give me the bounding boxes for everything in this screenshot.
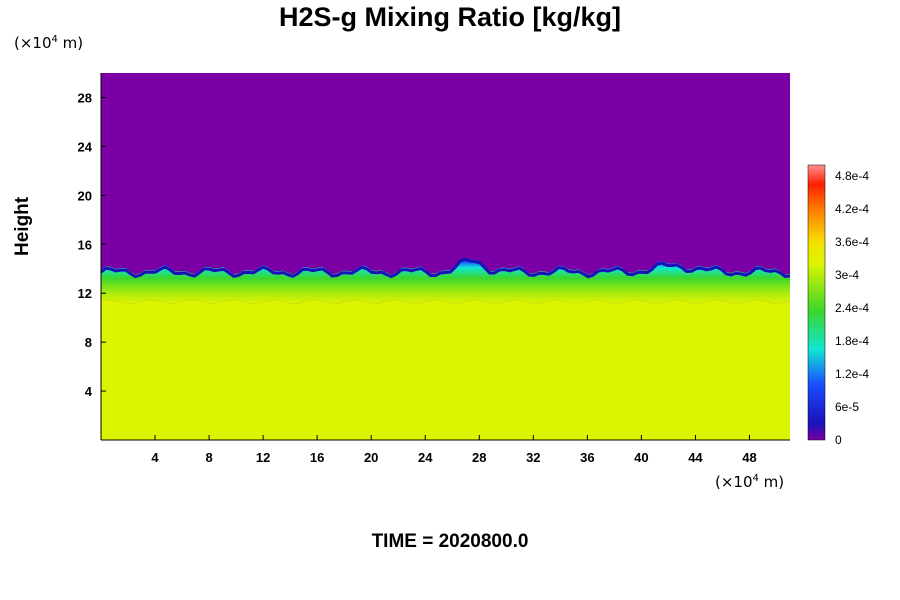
y-tick-label: 8 <box>85 335 92 350</box>
y-tick-label: 4 <box>85 384 93 399</box>
colorbar-tick-label: 1.2e-4 <box>835 367 869 381</box>
colorbar: 0 6e-5 1.2e-4 1.8e-4 2.4e-4 3e-4 3.6e-4 4.2e-4 4… <box>807 164 869 447</box>
x-tick-label: 36 <box>580 450 594 465</box>
y-tick-label: 28 <box>78 90 92 105</box>
x-tick-label: 32 <box>526 450 540 465</box>
y-tick-label: 20 <box>78 188 92 203</box>
x-tick-label: 28 <box>472 450 486 465</box>
colorbar-tick-label: 1.8e-4 <box>835 334 869 348</box>
x-tick-label: 40 <box>634 450 648 465</box>
colorbar-tick-label: 4.8e-4 <box>835 169 869 183</box>
x-unit-label: (×104 m) <box>715 473 785 491</box>
colorbar-tick-label: 6e-5 <box>835 400 859 414</box>
y-tick-label: 16 <box>78 237 92 252</box>
x-tick-label: 4 <box>151 450 159 465</box>
x-tick-label: 8 <box>205 450 212 465</box>
chart-title: H2S-g Mixing Ratio [kg/kg] <box>278 2 621 32</box>
x-tick-label: 20 <box>364 450 378 465</box>
interface-line <box>100 257 791 279</box>
x-tick-label: 44 <box>688 450 703 465</box>
colorbar-tick-label: 3e-4 <box>835 268 859 282</box>
colorbar-tick-label: 4.2e-4 <box>835 202 869 216</box>
plot-area <box>100 73 791 440</box>
x-tick-label: 12 <box>256 450 270 465</box>
colorbar-tick-label: 2.4e-4 <box>835 301 869 315</box>
colorbar-gradient <box>807 164 826 441</box>
colorbar-tick-label: 0 <box>835 433 842 447</box>
y-tick-label: 24 <box>78 139 93 154</box>
x-tick-label: 24 <box>418 450 433 465</box>
time-footer: TIME = 2020800.0 <box>371 531 529 552</box>
lower-layer-field <box>101 299 790 440</box>
y-unit-label: (×104 m) <box>14 34 84 52</box>
x-tick-label: 16 <box>310 450 324 465</box>
colorbar-tick-label: 3.6e-4 <box>835 235 869 249</box>
x-tick-label: 48 <box>742 450 756 465</box>
y-tick-label: 12 <box>78 286 92 301</box>
